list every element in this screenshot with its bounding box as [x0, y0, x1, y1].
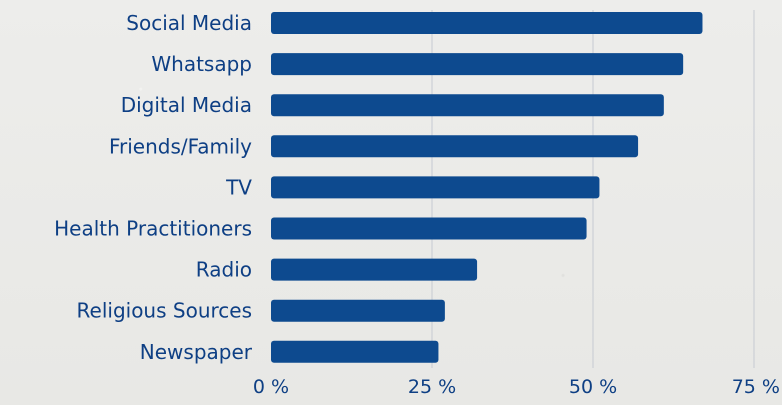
x-tick-label: 75 %: [732, 376, 780, 398]
bar-tv: [271, 176, 600, 199]
x-tick-label: 50 %: [569, 376, 617, 398]
category-label: Health Practitioners: [54, 217, 252, 241]
x-tick-label: 0 %: [253, 376, 289, 398]
category-label: Social Media: [126, 11, 252, 35]
bar-whatsapp: [271, 53, 684, 76]
bar-digital-media: [271, 94, 664, 117]
category-label: TV: [225, 175, 252, 199]
bar-health-practitioners: [271, 217, 587, 240]
category-label: Friends/Family: [109, 134, 252, 158]
bar-newspaper: [271, 340, 439, 363]
category-label: Radio: [196, 258, 252, 282]
bar-social-media: [271, 12, 703, 34]
category-label: Digital Media: [121, 93, 252, 117]
bar-radio: [271, 258, 478, 281]
category-label: Religious Sources: [77, 299, 252, 323]
x-tick-label: 25 %: [408, 376, 456, 398]
category-label: Newspaper: [140, 340, 253, 364]
bar-religious-sources: [271, 299, 445, 322]
bar-friends-family: [271, 135, 639, 158]
category-label: Whatsapp: [151, 52, 252, 76]
